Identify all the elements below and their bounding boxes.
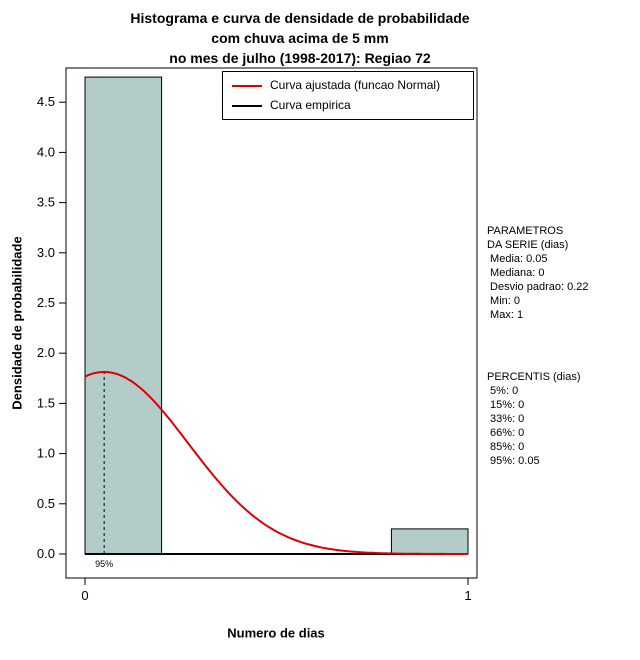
y-tick-label: 4.5 [37, 94, 55, 109]
y-tick-label: 1.0 [37, 446, 55, 461]
x-axis-label: Numero de dias [227, 625, 325, 641]
parametros-block: PARAMETROS DA SERIE (dias) Media: 0.05 M… [487, 225, 589, 321]
percentis-block: PERCENTIS (dias) 5%: 0 15%: 0 33%: 0 66%… [487, 371, 581, 467]
chart-title: Histograma e curva de densidade de proba… [130, 10, 470, 66]
x-tick-label: 0 [81, 588, 88, 603]
y-axis-label: Densidade de probabilidade [9, 236, 25, 410]
y-tick-label: 2.5 [37, 295, 55, 310]
histogram-bar [390, 528, 469, 555]
y-tick-label: 1.5 [37, 395, 55, 410]
y-tick-label: 3.0 [37, 245, 55, 260]
y-tick-label: 2.0 [37, 345, 55, 360]
x-tick-label: 1 [464, 588, 471, 603]
legend-label-empirical: Curva empirica [270, 98, 351, 112]
legend-label-fitted: Curva ajustada (funcao Normal) [270, 78, 441, 92]
plot-border [65, 67, 478, 579]
percentile-95-label: 95% [95, 559, 113, 569]
histogram-bar [84, 76, 163, 555]
y-tick-label: 0.5 [37, 496, 55, 511]
legend: Curva ajustada (funcao Normal) Curva emp… [222, 71, 474, 120]
fitted-curve-swatch [232, 84, 262, 87]
y-tick-label: 3.5 [37, 195, 55, 210]
y-tick-label: 0.0 [37, 546, 55, 561]
y-tick-label: 4.0 [37, 144, 55, 159]
legend-item-fitted: Curva ajustada (funcao Normal) [232, 78, 464, 93]
empirical-curve-swatch [232, 104, 262, 107]
legend-item-empirical: Curva empirica [232, 98, 464, 113]
fitted-curve [84, 370, 468, 555]
series-parameters-panel: PARAMETROS DA SERIE (dias) Media: 0.05 M… [487, 196, 589, 496]
